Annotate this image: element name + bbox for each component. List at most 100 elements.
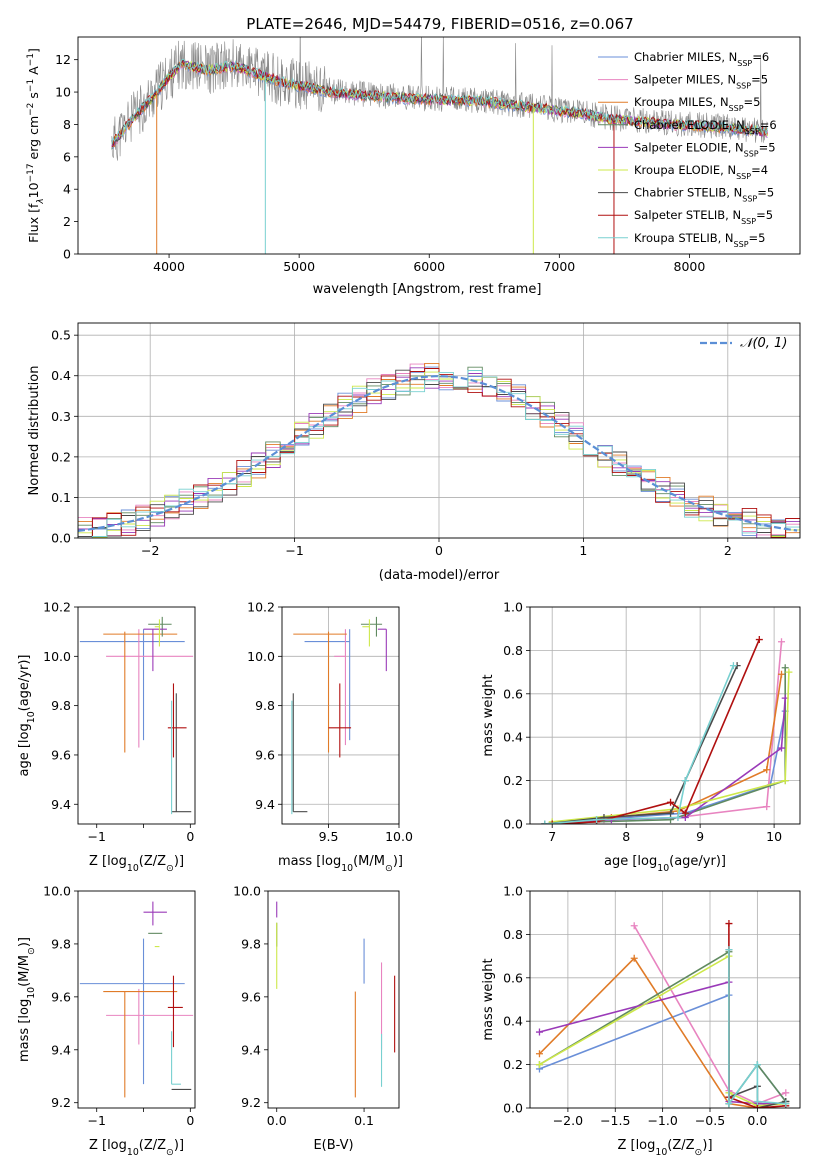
plot-frame: [77, 890, 196, 1109]
model-spectrum-ks: [111, 58, 768, 145]
x-tick-label: 10.0: [385, 829, 413, 844]
legend-label-km: Kroupa MILES, NSSP=5: [634, 95, 760, 113]
observed-spectrum-line: [111, 37, 768, 161]
weight-marker-ks: [681, 777, 689, 785]
errorbar-se: [377, 628, 387, 672]
weight-marker-ke: [785, 668, 793, 676]
frame-weight-vs-z: −2.0 −1.5 −1.0 −0.5 0.0 0.0 0.2 0.4 0.6 0.8 1.0: [503, 884, 801, 1128]
y-tick-label: 0.6: [503, 970, 523, 985]
weight-marker-ke: [535, 1061, 543, 1069]
errorbar-cm: [79, 629, 185, 741]
y-tick-label: 2: [63, 214, 71, 229]
x-tick-label: 1: [579, 543, 587, 558]
frame-age-vs-z: −1 0 9.4 9.6 9.8 10.0 10.2: [43, 600, 196, 844]
svg-text:age [log10(age/yr)]: age [log10(age/yr)]: [17, 655, 37, 777]
errorbar-cm: [304, 629, 351, 741]
weight-series-cs: [541, 662, 741, 824]
weight-marker-sm: [763, 803, 771, 811]
x-tick-label: 6000: [413, 259, 445, 274]
weight-marker-km: [535, 1050, 543, 1058]
y-tick-label: 10.0: [247, 649, 275, 664]
y-tick-label: 0.4: [51, 368, 71, 383]
weight-marker-km: [778, 670, 786, 678]
weight-marker-ss: [755, 636, 763, 644]
x-tick-label: 10: [766, 829, 782, 844]
x-tick-label: −2.0: [553, 1113, 583, 1128]
y-tick-label: 10.2: [43, 600, 71, 615]
errorbar-km: [293, 631, 347, 753]
errorbar-cm: [79, 938, 185, 1085]
weight-marker-se: [778, 744, 786, 752]
plot-frame: [77, 36, 801, 255]
x-tick-label: −1: [88, 1113, 106, 1128]
x-tick-label: 0.0: [267, 1113, 287, 1128]
errorbar-cs: [171, 693, 192, 813]
errorbar-sm: [106, 988, 194, 1045]
y-tick-label: 0.8: [503, 643, 523, 658]
axes-age-vs-mass: [282, 606, 400, 824]
errorbar-cs: [292, 693, 308, 813]
legend-label-ss: Salpeter STELIB, NSSP=5: [634, 208, 773, 226]
weight-marker-km: [763, 766, 771, 774]
x-tick-label: −1.5: [600, 1113, 630, 1128]
y-tick-label: 10.2: [247, 600, 275, 615]
x-tick-label: 2: [724, 543, 732, 558]
weight-marker-ss: [548, 820, 556, 824]
x-tick-label: 9.5: [319, 829, 339, 844]
y-tick-label: 9.2: [51, 1095, 71, 1110]
weight-series-ss: [548, 636, 763, 824]
y-tick-label: 0.8: [503, 927, 523, 942]
y-tick-label: 9.6: [241, 989, 261, 1004]
x-tick-label: 4000: [153, 259, 185, 274]
x-tick-label: 0.0: [747, 1113, 767, 1128]
x-tick-label: 0: [186, 829, 194, 844]
x-axis-label: wavelength [Angstrom, rest frame]: [313, 282, 542, 297]
errorbar-se: [143, 628, 167, 672]
y-tick-label: 1.0: [503, 600, 523, 615]
errorbar-ce: [360, 616, 383, 637]
y-tick-label: 9.6: [255, 747, 275, 762]
svg-text:Flux [fλ10−17 erg cm−2 s−1 A−1: Flux [fλ10−17 erg cm−2 s−1 A−1]: [26, 48, 46, 243]
weight-marker-sm: [778, 638, 786, 646]
gaussian-reference-line: [78, 375, 798, 532]
y-tick-label: 10.0: [43, 884, 71, 899]
weight-marker-ke: [781, 777, 789, 785]
y-tick-label: 10: [55, 85, 71, 100]
svg-text:Z [log10(Z/Z⊙)]: Z [log10(Z/Z⊙)]: [89, 1138, 184, 1158]
weight-marker-ks: [753, 1097, 761, 1105]
x-tick-label: −0.5: [695, 1113, 725, 1128]
x-tick-label: 0: [186, 1113, 194, 1128]
weight-marker-km: [630, 954, 638, 962]
plot-frame: [529, 606, 801, 825]
y-tick-label: 10.0: [233, 884, 261, 899]
y-tick-label: 0.4: [503, 1014, 523, 1029]
legend-label-se: Salpeter ELODIE, NSSP=5: [634, 140, 776, 158]
svg-text:Z [log10(Z/Z⊙)]: Z [log10(Z/Z⊙)]: [617, 1138, 712, 1158]
y-tick-label: 9.4: [51, 1042, 71, 1057]
svg-text:Z [log10(Z/Z⊙)]: Z [log10(Z/Z⊙)]: [89, 854, 184, 874]
y-tick-label: 9.4: [255, 797, 275, 812]
spectrum-legend: Chabrier MILES, NSSP=6 Salpeter MILES, NS…: [598, 50, 777, 248]
weight-marker-ks: [782, 1100, 790, 1108]
plot-frame: [77, 606, 196, 825]
weight-marker-ks: [674, 813, 682, 821]
y-axis-label: mass weight: [481, 958, 496, 1040]
x-axis-label: (data-model)/error: [379, 568, 500, 583]
y-tick-label: 6: [63, 149, 71, 164]
legend-label-gauss: 𝒩(0, 1): [740, 336, 787, 351]
weight-marker-ks: [753, 1061, 761, 1069]
weight-series-ks: [541, 662, 737, 824]
errorbar-ks: [171, 1031, 181, 1085]
frame-residuals: −2 −1 0 1 2 0.0 0.1 0.2 0.3 0.4 0.5: [51, 322, 801, 558]
weight-marker-ks: [725, 946, 733, 954]
errorbar-se: [143, 901, 167, 926]
y-tick-label: 0.0: [51, 531, 71, 546]
weight-marker-ss: [753, 1104, 761, 1108]
y-axis-label: Normed distribution: [27, 366, 42, 496]
weight-marker-ks: [729, 662, 737, 670]
x-tick-label: 7000: [543, 259, 575, 274]
svg-text:mass [log10(M/M⊙)]: mass [log10(M/M⊙)]: [17, 937, 37, 1062]
legend-label-cm: Chabrier MILES, NSSP=6: [634, 50, 769, 68]
x-tick-label: −2: [141, 543, 159, 558]
